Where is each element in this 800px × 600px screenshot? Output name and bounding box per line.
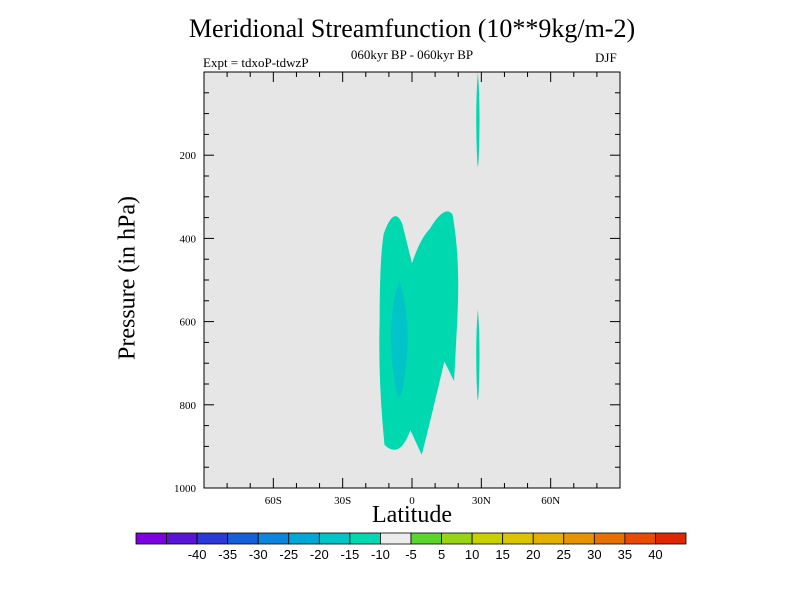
colorbar-box-1 — [166, 532, 198, 545]
contour-region-1 — [476, 72, 480, 167]
colorbar-label-6: -10 — [371, 547, 390, 562]
y-tick-label-1: 400 — [180, 233, 197, 245]
colorbar-box-9 — [410, 532, 442, 545]
colorbar-label-12: 25 — [557, 547, 571, 562]
colorbar-box-5 — [288, 532, 320, 545]
colorbar-box-10 — [441, 532, 473, 545]
colorbar-label-15: 40 — [648, 547, 662, 562]
colorbar-box-0 — [135, 532, 167, 545]
colorbar: -40 -35 -30 -25 -20 -15 -10 -5 5 10 15 20 25 30 35 40 — [135, 532, 687, 562]
chart-title: Meridional Streamfunction (10**9kg/m-2) — [188, 14, 636, 43]
colorbar-box-14 — [563, 532, 595, 545]
colorbar-label-11: 20 — [526, 547, 540, 562]
contour-layer — [379, 72, 480, 455]
colorbar-label-7: -5 — [405, 547, 417, 562]
colorbar-box-3 — [227, 532, 259, 545]
colorbar-box-11 — [471, 532, 504, 545]
colorbar-box-2 — [196, 532, 229, 545]
x-tick-label-3: 30N — [472, 495, 491, 507]
chart-subtitle: 060kyr BP - 060kyr BP — [350, 47, 474, 62]
y-tick-label-2: 600 — [180, 317, 197, 329]
colorbar-label-2: -30 — [249, 547, 268, 562]
colorbar-label-5: -15 — [340, 547, 359, 562]
colorbar-label-4: -20 — [310, 547, 329, 562]
experiment-label: Expt = tdxoP-tdwzP — [203, 55, 309, 70]
y-tick-label-3: 800 — [180, 400, 197, 412]
colorbar-label-14: 35 — [618, 547, 632, 562]
colorbar-box-17 — [655, 532, 687, 545]
y-tick-label-4: 1000 — [174, 483, 197, 495]
y-tick-label-0: 200 — [180, 150, 197, 162]
x-tick-label-4: 60N — [541, 495, 560, 507]
contour-region-3 — [391, 280, 408, 397]
colorbar-box-4 — [257, 532, 290, 545]
colorbar-box-8 — [380, 532, 412, 545]
colorbar-box-7 — [349, 532, 381, 545]
colorbar-box-13 — [532, 532, 565, 545]
colorbar-box-12 — [502, 532, 534, 545]
x-tick-label-2: 0 — [409, 495, 415, 507]
contour-region-2 — [476, 309, 480, 401]
colorbar-label-8: 5 — [438, 547, 445, 562]
colorbar-label-1: -35 — [218, 547, 237, 562]
colorbar-box-16 — [624, 532, 656, 545]
colorbar-label-9: 10 — [465, 547, 479, 562]
colorbar-label-13: 30 — [587, 547, 601, 562]
season-label: DJF — [595, 50, 617, 65]
axis-ticks: 60S 30S 0 30N 60N 200 400 600 800 1000 — [174, 72, 620, 507]
colorbar-label-10: 15 — [495, 547, 509, 562]
x-tick-label-0: 60S — [265, 495, 282, 507]
colorbar-label-0: -40 — [188, 547, 207, 562]
x-axis-label: Latitude — [372, 502, 452, 528]
colorbar-box-15 — [593, 532, 626, 545]
colorbar-label-3: -25 — [279, 547, 298, 562]
colorbar-box-6 — [318, 532, 351, 545]
x-tick-label-1: 30S — [334, 495, 351, 507]
